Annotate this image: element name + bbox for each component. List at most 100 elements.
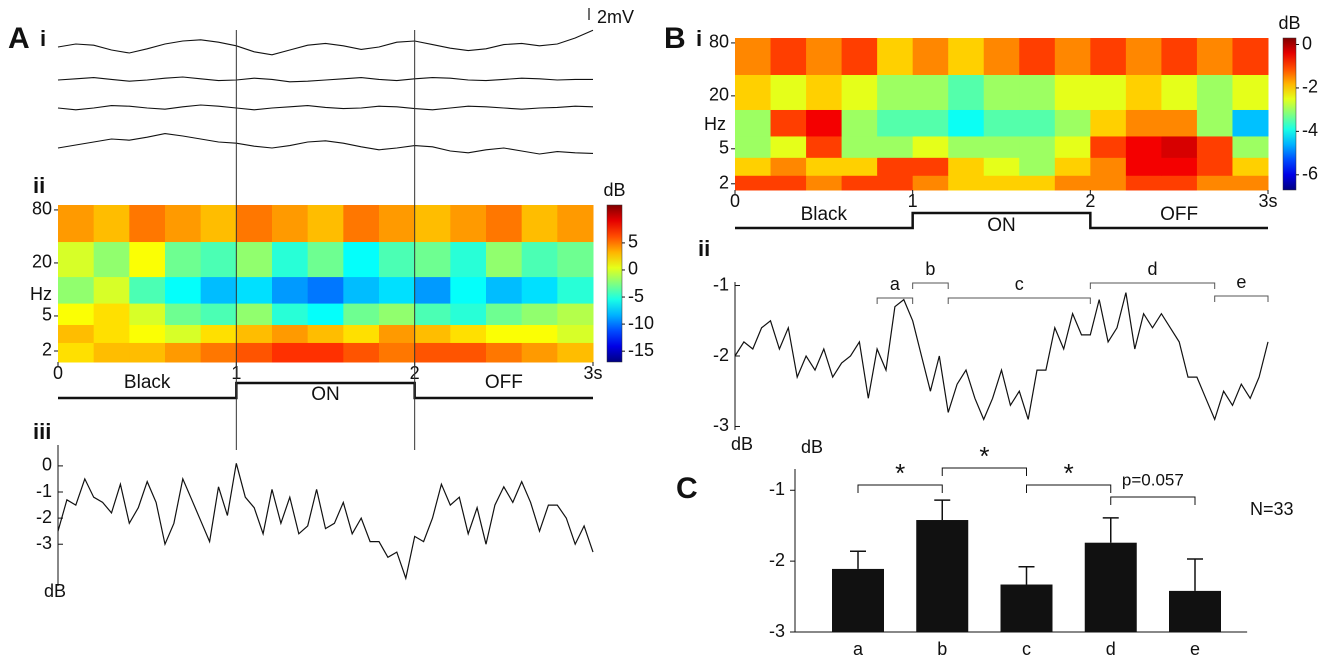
heatmap-cell <box>58 342 95 363</box>
segment-bracket <box>876 297 914 304</box>
heatmap-cell <box>129 342 166 363</box>
heatmap-cell <box>1125 157 1162 176</box>
heatmap-cell <box>521 324 558 343</box>
y-axis-label: dB <box>801 437 823 457</box>
heatmap-cell <box>129 276 166 304</box>
heatmap-cell <box>735 157 772 176</box>
colorbar-tick-label: -10 <box>628 313 654 333</box>
heatmap-cell <box>1054 109 1091 137</box>
heatmap-cell <box>1054 175 1091 191</box>
heatmap-cell <box>521 205 558 243</box>
segment-label: d <box>1148 259 1158 279</box>
error-bar <box>934 499 951 521</box>
colorbar-tick-label: -5 <box>628 286 644 306</box>
heatmap-cell <box>93 303 130 325</box>
heatmap-cell <box>1090 157 1127 176</box>
heatmap-cell <box>841 109 878 137</box>
heatmap-cell <box>450 205 487 243</box>
power-trace <box>734 292 1269 422</box>
heatmap-cell <box>272 324 309 343</box>
heatmap-cell <box>1232 157 1269 176</box>
heatmap-cell <box>521 276 558 304</box>
heatmap-cell <box>735 135 772 158</box>
heatmap-cell <box>165 342 202 363</box>
colorbar-tick-label: 0 <box>1302 33 1312 53</box>
heatmap-cell <box>948 109 985 137</box>
heatmap-cell <box>770 74 807 110</box>
heatmap-cell <box>414 241 451 278</box>
y-axis-label: Hz <box>30 284 52 304</box>
heatmap-cell <box>200 205 237 243</box>
heatmap-cell <box>1232 38 1269 75</box>
heatmap-cell <box>129 324 166 343</box>
heatmap-cell <box>735 109 772 137</box>
colorbar <box>1282 37 1297 191</box>
significance-bracket <box>1026 484 1112 493</box>
heatmap-cell <box>735 38 772 75</box>
stimulus-label: OFF <box>485 372 523 393</box>
heatmap-cell <box>236 324 273 343</box>
heatmap-cell <box>272 205 309 243</box>
heatmap-cell <box>450 241 487 278</box>
heatmap-cell <box>93 241 130 278</box>
y-tick-label: -2 <box>769 550 785 570</box>
heatmap-cell <box>272 342 309 363</box>
heatmap-cell <box>1019 135 1056 158</box>
y-tick-label: 2 <box>42 340 52 360</box>
heatmap-cell <box>307 303 344 325</box>
y-tick-label: 0 <box>42 455 52 475</box>
y-tick-label: 20 <box>709 85 729 105</box>
error-bar <box>1018 566 1035 585</box>
heatmap-cell <box>948 74 985 110</box>
heatmap-cell <box>983 74 1020 110</box>
panel-label: C <box>676 472 698 505</box>
y-tick-label: -3 <box>769 621 785 641</box>
heatmap-cell <box>1232 175 1269 191</box>
heatmap-cell <box>165 205 202 243</box>
segment-bracket <box>1089 282 1216 289</box>
heatmap-cell <box>983 109 1020 137</box>
x-tick-label: 0 <box>53 363 63 383</box>
colorbar-tick-label: -15 <box>628 340 654 360</box>
heatmap-cell <box>770 38 807 75</box>
heatmap-cell <box>414 324 451 343</box>
heatmap-cell <box>236 303 273 325</box>
heatmap-cell <box>806 109 843 137</box>
significance-bracket <box>941 467 1027 476</box>
heatmap-cell <box>486 303 523 325</box>
y-tick-label: 2 <box>719 173 729 193</box>
heatmap-cell <box>129 303 166 325</box>
heatmap-cell <box>1196 38 1233 75</box>
y-axis-label: dB <box>44 581 66 601</box>
heatmap-cell <box>841 175 878 191</box>
significance-label: * <box>895 458 905 488</box>
heatmap-cell <box>343 342 380 363</box>
x-tick-label: 2 <box>1085 191 1095 211</box>
heatmap-cell <box>1125 135 1162 158</box>
heatmap-cell <box>1161 157 1198 176</box>
y-tick-label: 20 <box>32 252 52 272</box>
heatmap-cell <box>236 205 273 243</box>
heatmap-cell <box>486 342 523 363</box>
heatmap-cell <box>414 303 451 325</box>
heatmap-cell <box>912 175 949 191</box>
eeg-trace <box>57 133 594 155</box>
heatmap-cell <box>877 135 914 158</box>
heatmap-cell <box>165 276 202 304</box>
heatmap-cell <box>877 175 914 191</box>
heatmap-cell <box>806 38 843 75</box>
colorbar-label: dB <box>603 180 625 200</box>
heatmap-cell <box>200 303 237 325</box>
panel-label: B <box>664 22 686 55</box>
heatmap-cell <box>735 74 772 110</box>
y-axis-label: Hz <box>704 114 726 134</box>
heatmap-cell <box>58 324 95 343</box>
heatmap-cell <box>200 342 237 363</box>
error-bar <box>850 550 866 569</box>
y-tick-label: -1 <box>713 274 729 294</box>
heatmap-cell <box>1019 109 1056 137</box>
error-bar <box>1187 558 1203 591</box>
heatmap-cell <box>1090 109 1127 137</box>
heatmap-cell <box>770 175 807 191</box>
